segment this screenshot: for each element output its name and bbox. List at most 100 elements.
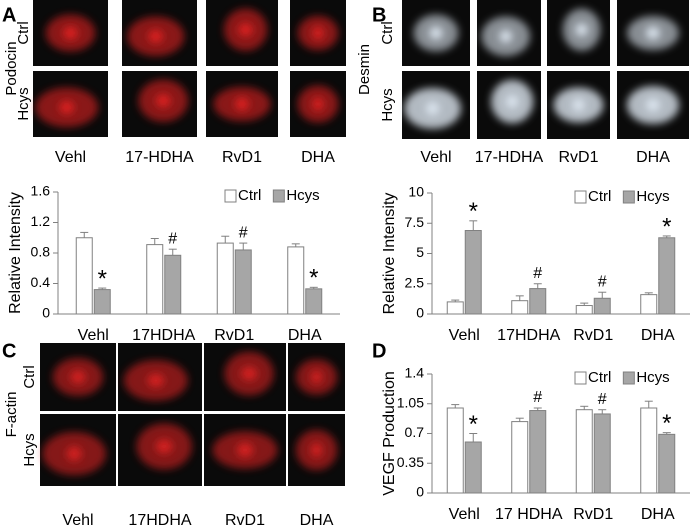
nucleus [59, 100, 75, 114]
stain-label: Podocin [3, 41, 20, 95]
significance-mark: * [309, 265, 318, 292]
y-tick-label: 0.4 [31, 274, 51, 290]
legend-label: Hcys [636, 369, 669, 386]
bar [146, 244, 164, 315]
nucleus [425, 101, 440, 116]
bar [234, 249, 252, 315]
y-axis-label: Relative Intensity [381, 193, 398, 315]
x-tick-label: DHA [641, 506, 675, 523]
row-label: Hcys [15, 87, 32, 120]
nucleus [645, 98, 661, 112]
significance-mark: * [469, 411, 478, 438]
significance-mark: # [598, 391, 607, 408]
significance-mark: # [168, 230, 177, 247]
nucleus [236, 442, 254, 458]
y-tick-label: 0 [42, 305, 50, 321]
nucleus [575, 23, 588, 37]
significance-mark: # [533, 265, 542, 282]
legend-swatch [622, 190, 635, 204]
nucleus [234, 97, 250, 111]
x-tick-label: Vehl [449, 327, 480, 344]
y-tick-label: 0 [416, 305, 424, 321]
bar [75, 237, 93, 315]
y-tick-label: 0.8 [31, 244, 51, 260]
legend-swatch [622, 371, 635, 385]
y-axis-label: VEGF Production [381, 371, 398, 496]
nucleus [572, 98, 585, 112]
bar [658, 237, 676, 315]
column-label: 17-HDHA [125, 149, 194, 166]
row-label: Ctrl [15, 21, 32, 44]
panel-label: C [2, 340, 16, 362]
nucleus [310, 442, 323, 458]
error-bar [598, 409, 607, 414]
y-axis-label: Relative Intensity [7, 192, 24, 314]
panel-label: D [372, 340, 386, 362]
y-tick-label: 0 [416, 484, 424, 500]
bar [593, 297, 611, 315]
nucleus [148, 29, 164, 43]
bar [658, 433, 676, 494]
nucleus [499, 29, 513, 43]
nucleus [310, 370, 323, 384]
nucleus [429, 26, 443, 40]
significance-mark: * [98, 265, 107, 292]
nucleus [66, 446, 82, 461]
significance-mark: # [533, 389, 542, 406]
nucleus [505, 94, 519, 109]
bar [529, 288, 547, 315]
legend-swatch [272, 189, 285, 203]
error-bar [533, 283, 542, 289]
bar [93, 289, 111, 315]
nucleus [63, 26, 78, 40]
error-bar [515, 295, 524, 301]
x-tick-label: RvD1 [573, 327, 613, 344]
panel-label: A [2, 4, 16, 26]
y-tick-label: 7.5 [405, 214, 425, 230]
y-tick-label: 1.05 [397, 394, 424, 410]
column-label: Vehl [55, 149, 86, 166]
nucleus [155, 439, 173, 454]
bar [511, 421, 529, 494]
x-tick-label: 17HDHA [497, 327, 560, 344]
error-bar [469, 220, 478, 231]
significance-mark: * [469, 198, 478, 225]
column-label: 17HDHA [128, 512, 191, 528]
bar [305, 288, 323, 315]
significance-mark: # [598, 273, 607, 290]
y-tick-label: 1.4 [405, 365, 425, 381]
x-tick-label: Vehl [78, 327, 109, 344]
x-tick-label: 17HDHA [132, 327, 195, 344]
legend-swatch [574, 190, 587, 204]
legend-swatch [224, 189, 237, 203]
legend-label: Ctrl [588, 369, 611, 386]
bar [446, 407, 464, 494]
column-label: DHA [300, 512, 334, 528]
bar [446, 301, 464, 315]
column-label: Vehl [62, 512, 93, 528]
column-label: RvD1 [558, 149, 598, 166]
stain-label: F-actin [3, 392, 20, 438]
x-tick-label: Vehl [449, 506, 480, 523]
bar [640, 294, 658, 315]
y-tick-label: 0.35 [397, 454, 424, 470]
x-tick-label: DHA [288, 327, 322, 344]
legend-swatch [574, 371, 587, 385]
error-bar [150, 238, 159, 245]
error-bar [580, 405, 589, 410]
legend-label: Hcys [636, 188, 669, 205]
y-tick-label: 2.5 [405, 274, 425, 290]
column-label: 17-HDHA [475, 149, 544, 166]
legend-label: Hcys [286, 187, 319, 204]
bar [511, 300, 529, 315]
error-bar [291, 243, 300, 247]
x-tick-label: DHA [641, 327, 675, 344]
column-label: RvD1 [222, 149, 262, 166]
nucleus [238, 23, 253, 37]
column-label: DHA [636, 149, 670, 166]
y-tick-label: 10 [408, 184, 424, 200]
bar [593, 413, 611, 494]
bar [464, 441, 482, 494]
